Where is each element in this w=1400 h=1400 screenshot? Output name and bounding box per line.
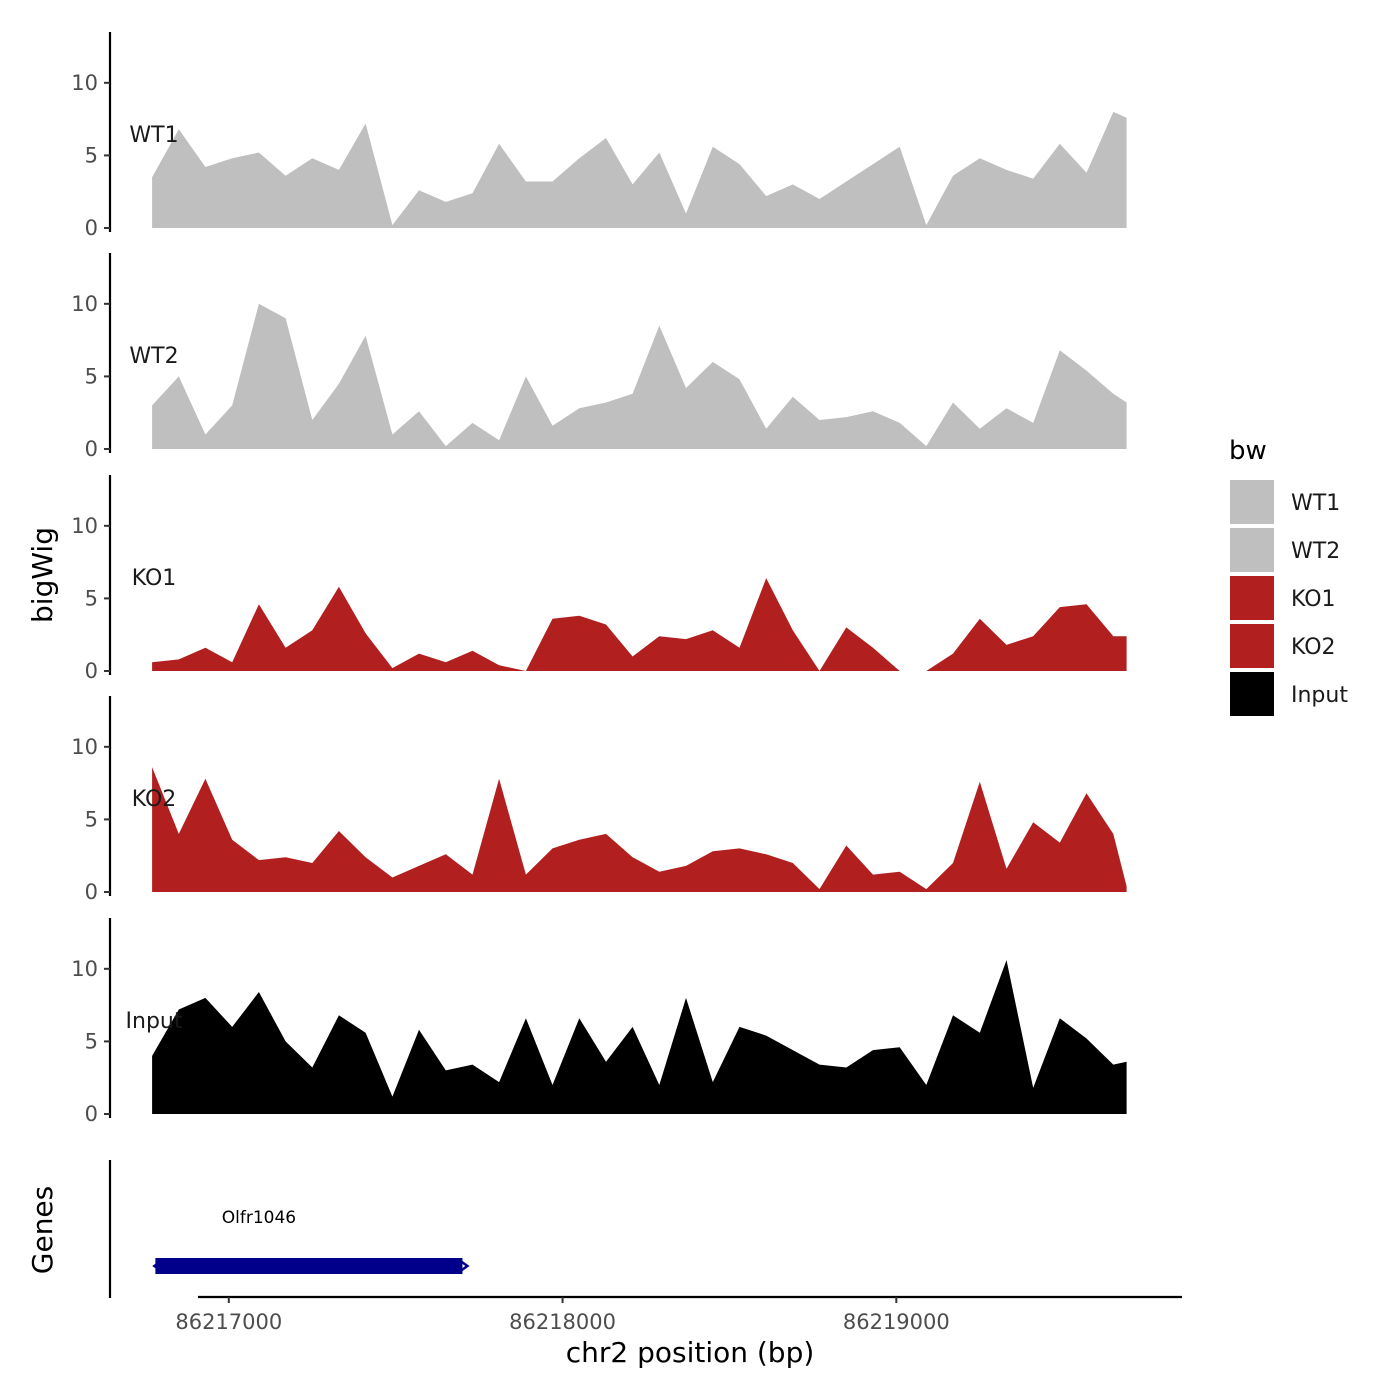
- y-tick-label: 10: [71, 71, 98, 95]
- signal-area-ko1: [152, 578, 1127, 671]
- legend-label-ko1: KO1: [1291, 587, 1336, 612]
- track-label: WT2: [129, 344, 178, 369]
- track-wt2: 0 5 10 WT2: [71, 253, 1127, 461]
- legend-key-wt2: [1230, 528, 1274, 572]
- track-ko2: 0 5 10 KO2: [71, 696, 1127, 904]
- legend-key-ko1: [1230, 576, 1274, 620]
- legend-label-ko2: KO2: [1291, 635, 1336, 660]
- track-input: 0 5 10 Input: [71, 918, 1127, 1126]
- legend-key-ko2: [1230, 624, 1274, 668]
- y-axis-title: bigWig: [26, 527, 59, 623]
- y-tick-label: 5: [85, 807, 98, 831]
- y-tick-label: 10: [71, 292, 98, 316]
- x-axis: 86217000 86218000 86219000: [175, 1295, 1182, 1334]
- y-tick-label: 5: [85, 143, 98, 167]
- y-tick-label: 5: [85, 1029, 98, 1053]
- legend-label-wt1: WT1: [1291, 491, 1340, 516]
- track-label: Input: [126, 1009, 183, 1034]
- strand-arrow-icon: [459, 1259, 470, 1273]
- track-label: KO2: [132, 787, 177, 812]
- signal-area-wt2: [152, 303, 1127, 449]
- x-axis-title: chr2 position (bp): [566, 1336, 815, 1369]
- strand-arrow-icon: [152, 1259, 163, 1273]
- track-label: WT1: [129, 123, 178, 148]
- signal-area-wt1: [152, 111, 1127, 228]
- y-tick-label: 0: [85, 1102, 98, 1126]
- y-tick-label: 5: [85, 586, 98, 610]
- legend-label-wt2: WT2: [1291, 539, 1340, 564]
- legend-key-input: [1230, 672, 1274, 716]
- y-tick-label: 10: [71, 957, 98, 981]
- signal-tracks: 0 5 10 WT1 0 5 10 WT2 0 5 10 KO1 0 5 10 KO2 0 5 10 Input: [71, 32, 1127, 1126]
- gene-track-title: Genes: [26, 1186, 59, 1274]
- gene-track: Genes Olfr1046: [26, 1160, 470, 1298]
- legend-label-input: Input: [1291, 683, 1348, 708]
- y-tick-label: 0: [85, 437, 98, 461]
- signal-area-input: [152, 960, 1127, 1114]
- x-tick-label: 86218000: [509, 1310, 616, 1334]
- legend: bw WT1 WT2 KO1 KO2 Input: [1229, 436, 1348, 716]
- y-tick-label: 5: [85, 364, 98, 388]
- track-ko1: 0 5 10 KO1: [71, 475, 1127, 683]
- track-label: KO1: [132, 566, 177, 591]
- y-tick-label: 10: [71, 514, 98, 538]
- y-tick-label: 10: [71, 735, 98, 759]
- y-tick-label: 0: [85, 216, 98, 240]
- signal-area-ko2: [152, 767, 1127, 892]
- track-wt1: 0 5 10 WT1: [71, 32, 1127, 240]
- legend-title: bw: [1229, 436, 1267, 466]
- y-tick-label: 0: [85, 659, 98, 683]
- gene-label: Olfr1046: [222, 1208, 296, 1228]
- gene-body: [155, 1258, 463, 1274]
- x-tick-label: 86217000: [175, 1310, 282, 1334]
- x-tick-label: 86219000: [843, 1310, 950, 1334]
- y-tick-label: 0: [85, 880, 98, 904]
- legend-key-wt1: [1230, 480, 1274, 524]
